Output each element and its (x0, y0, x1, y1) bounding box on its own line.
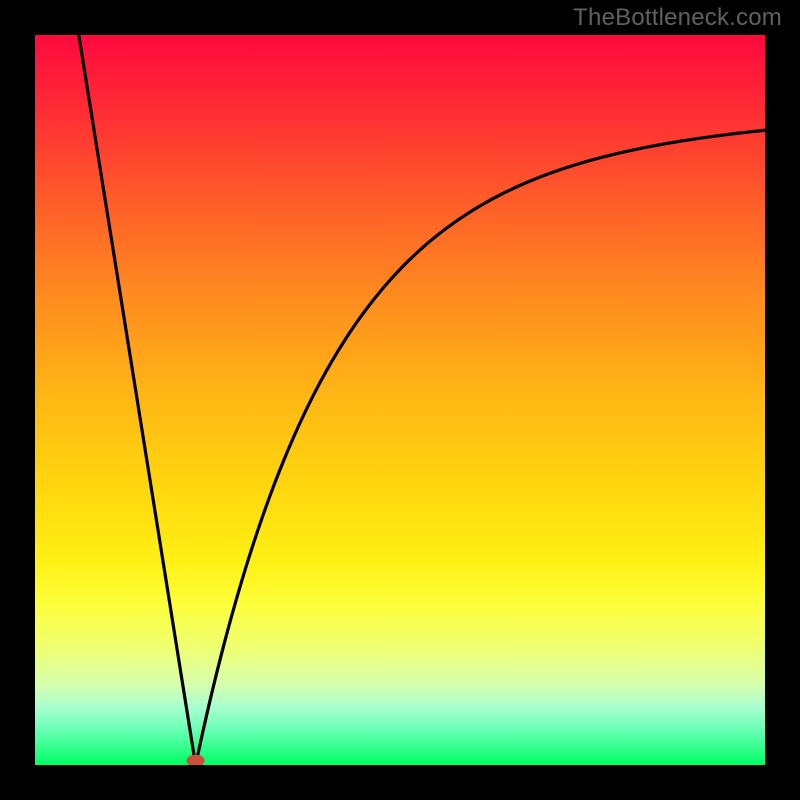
plot-area (35, 35, 765, 765)
chart-container: TheBottleneck.com (0, 0, 800, 800)
watermark-text: TheBottleneck.com (573, 4, 782, 32)
chart-svg (35, 35, 765, 765)
